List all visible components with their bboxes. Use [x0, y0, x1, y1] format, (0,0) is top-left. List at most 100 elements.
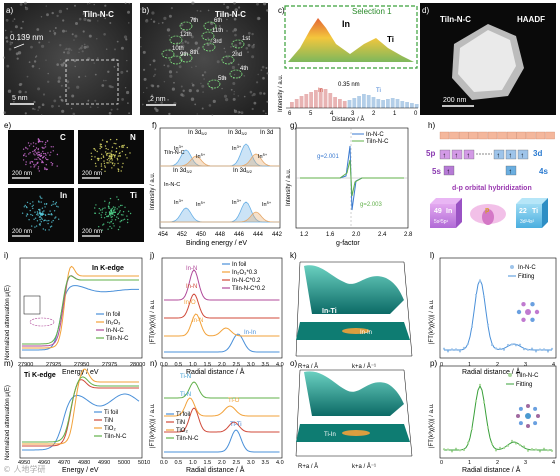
element-dot: [121, 204, 123, 207]
profile-bar: [386, 99, 390, 108]
grain: [22, 20, 24, 23]
grain: [103, 33, 106, 36]
grain: [166, 64, 170, 68]
bond-label: Ti-N: [180, 392, 191, 398]
cube-in: [430, 204, 456, 228]
grain: [101, 84, 105, 87]
inset-box: [23, 295, 41, 315]
grain: [70, 49, 73, 51]
tick-label: 4.0: [276, 460, 284, 466]
element-dot: [101, 146, 103, 148]
grain: [234, 49, 238, 53]
grain: [206, 43, 210, 46]
element-dot: [39, 219, 41, 221]
legend-item: Ti foil: [176, 412, 190, 418]
data-point: [550, 347, 554, 350]
ion-label: Inδ+: [258, 152, 268, 160]
profile-bar: [299, 96, 304, 108]
tick-label: 4: [552, 362, 555, 368]
data-point: [474, 400, 478, 403]
y-axis-label: k+a / Å⁻¹: [352, 363, 376, 370]
data-point: [458, 449, 462, 452]
element-dot: [122, 162, 124, 165]
element-dot: [42, 156, 44, 159]
profile-bar: [304, 94, 309, 108]
electron-box: [463, 149, 475, 160]
atomic-number: 49: [434, 208, 442, 215]
grain: [120, 70, 124, 74]
grain: [24, 90, 27, 94]
data-point: [478, 279, 482, 282]
element-dot: [108, 160, 111, 162]
element-dot: [113, 225, 115, 227]
spin-arrow: ↑: [509, 153, 513, 160]
element-dot: [44, 214, 47, 216]
grain: [251, 32, 254, 36]
element-dot: [34, 211, 36, 213]
grain: [71, 33, 74, 36]
element-dot: [94, 207, 96, 209]
grain: [83, 43, 86, 46]
data-point: [486, 426, 490, 429]
ion-label: In3+: [174, 198, 184, 206]
element-dot: [95, 204, 97, 206]
grain: [104, 4, 107, 7]
panel-letter: p): [430, 359, 437, 368]
profile-bar: [414, 104, 419, 108]
grain: [18, 36, 21, 39]
grain: [86, 45, 89, 49]
legend-item: In-N-C: [106, 328, 124, 334]
grain: [251, 55, 255, 59]
lattice-arrow: [13, 43, 25, 49]
element-dot: [36, 213, 38, 216]
legend-item: Ti foil: [104, 410, 118, 416]
tem-image-b: [140, 3, 268, 115]
grain: [256, 2, 259, 6]
edge-title: In K-edge: [92, 265, 124, 272]
grain: [60, 63, 64, 67]
grain: [233, 93, 235, 95]
grain: [66, 7, 69, 10]
element-dot: [118, 146, 121, 148]
series-line: [22, 393, 140, 451]
grain: [190, 50, 193, 53]
element-dot: [32, 201, 34, 203]
element-dot: [126, 146, 128, 149]
element-dot: [103, 160, 105, 162]
grain: [2, 56, 6, 59]
wavelet-surface: [304, 265, 404, 314]
element-dot: [110, 152, 112, 154]
series-line: [22, 379, 139, 447]
fit-curve: [444, 384, 552, 451]
grain: [123, 35, 128, 39]
peak-label: In 3d5/2: [188, 130, 208, 136]
element-dot: [118, 206, 120, 208]
grain: [38, 41, 41, 44]
data-point: [514, 442, 518, 445]
element-dot: [44, 229, 47, 231]
site-label: 1st: [242, 36, 250, 42]
grain: [96, 38, 98, 40]
x-ticks: 6 5 4 3 2 1 0: [288, 111, 418, 117]
tick-label: 1.0: [189, 460, 197, 466]
data-point: [470, 428, 474, 431]
site-label: 12th: [180, 32, 192, 38]
element-dot: [39, 209, 41, 212]
grain: [139, 36, 142, 39]
g-value: g=2.003: [360, 202, 383, 208]
grain: [146, 87, 148, 89]
legend: In foil In₂O₃ In-N-C TiIn-N-C: [96, 312, 129, 342]
intensity-surface: [288, 18, 414, 62]
grain: [51, 104, 54, 108]
grain: [128, 2, 130, 5]
element-dot: [102, 207, 104, 210]
grain: [109, 22, 112, 24]
g-value: g=2.001: [317, 154, 340, 160]
element-dot: [27, 148, 29, 150]
grain: [116, 40, 119, 43]
element-dot: [108, 155, 110, 157]
grain: [173, 81, 175, 84]
tick-label: 0: [440, 460, 443, 466]
grain: [156, 84, 160, 88]
panel-h: h) ↑ ↑ ↑ ↑ ↑ ↑ ↑ ↑ 5p 5s 3d 4s d-p orbital hybr…: [426, 121, 555, 228]
